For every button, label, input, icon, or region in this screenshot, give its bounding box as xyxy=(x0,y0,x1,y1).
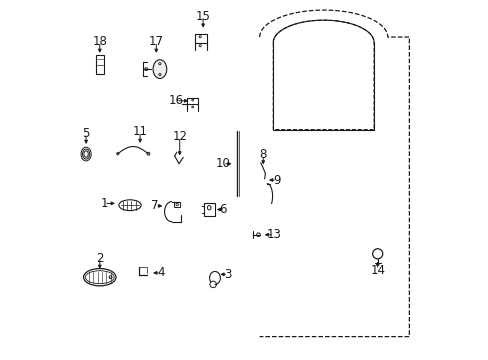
Text: 15: 15 xyxy=(195,10,210,23)
Text: 3: 3 xyxy=(224,268,231,281)
Bar xyxy=(203,203,214,216)
Text: 8: 8 xyxy=(259,148,266,161)
Text: 10: 10 xyxy=(215,157,230,170)
Text: 12: 12 xyxy=(172,130,187,143)
Text: 14: 14 xyxy=(369,264,385,276)
Text: 6: 6 xyxy=(219,203,226,216)
Text: 16: 16 xyxy=(168,94,183,107)
Text: 1: 1 xyxy=(100,197,108,210)
Text: 5: 5 xyxy=(82,127,90,140)
Text: 11: 11 xyxy=(132,125,147,138)
Text: 9: 9 xyxy=(273,174,280,186)
Bar xyxy=(96,55,103,74)
Ellipse shape xyxy=(109,276,112,279)
Bar xyxy=(174,202,180,207)
Text: 2: 2 xyxy=(96,252,103,265)
Text: 18: 18 xyxy=(92,35,107,48)
Text: 4: 4 xyxy=(157,266,164,279)
Ellipse shape xyxy=(153,60,166,78)
Text: 13: 13 xyxy=(266,228,281,241)
Text: 17: 17 xyxy=(148,35,163,48)
Text: 7: 7 xyxy=(151,199,159,212)
